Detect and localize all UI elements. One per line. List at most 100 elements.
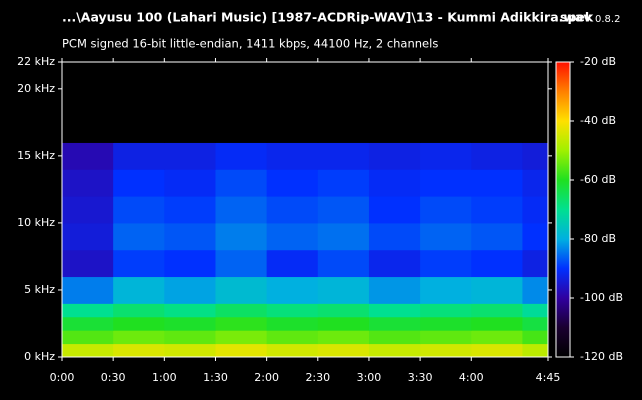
spectrogram-cell [266,249,319,278]
spectrogram-cell [164,142,216,170]
spectrogram-cell [113,343,165,358]
x-tick-label: 3:00 [357,371,382,384]
x-tick-label: 4:00 [459,371,484,384]
spectrogram-cell [113,303,165,318]
spectrogram-cell [113,276,165,304]
spectrogram-cell [471,330,523,345]
spectrogram-cell [113,142,165,170]
spectrogram-cell [164,249,216,278]
spectrogram-cell [215,142,268,170]
spectrogram-cell [471,169,523,197]
spectrogram-cell [471,142,523,170]
spectrogram-cell [420,222,472,251]
spectrogram-cell [368,316,421,331]
x-tick-label: 2:30 [305,371,330,384]
spectrogram-cell [420,276,472,304]
spectrogram-cell [62,142,114,170]
spectrogram-cell [62,222,114,251]
file-title: ...\Aayusu 100 (Lahari Music) [1987-ACDR… [62,10,592,25]
spectrogram-cell [368,276,421,304]
spectrogram-cell [471,316,523,331]
spectrogram-cell [522,196,549,224]
spectrogram-cell [62,303,114,318]
colorbar-tick-label: -20 dB [580,55,616,68]
app-name: spek [560,10,594,25]
spectrogram-cell [420,316,472,331]
spectrogram-cell [317,343,370,358]
spectrogram-cell [215,276,268,304]
spectrogram-cell [317,222,370,251]
spectrogram-cell [317,62,370,143]
spectrogram-cell [522,276,549,304]
y-tick-label: 15 kHz [17,149,55,162]
spectrogram-cell [368,142,421,170]
y-tick-label: 22 kHz [17,55,55,68]
spectrogram-cell [113,222,165,251]
spectrogram-cell [164,343,216,358]
colorbar [556,62,570,357]
spectrogram-cell [215,169,268,197]
spectrogram-cell [113,330,165,345]
spectrogram-cell [522,330,549,345]
colorbar-frame [555,61,571,358]
y-tick-label: 5 kHz [24,283,55,296]
spectrogram-cell [215,62,268,143]
spectrogram-cell [317,276,370,304]
spectrogram-cell [62,249,114,278]
x-tick-label: 3:30 [408,371,433,384]
colorbar-tick-label: -100 dB [580,291,623,304]
spectrogram-cell [266,222,319,251]
colorbar-tick-label: -80 dB [580,232,616,245]
spectrogram-cell [368,62,421,143]
spectrogram-cell [164,316,216,331]
spectrogram-cell [62,169,114,197]
spectrogram-cell [113,196,165,224]
spectrogram-cell [317,169,370,197]
spectrogram-cell [522,62,549,143]
spectrogram-cell [420,62,472,143]
spectrogram-cell [368,249,421,278]
spectrogram-cell [317,316,370,331]
spectrogram-cell [317,330,370,345]
spectrogram-cell [266,303,319,318]
spectrogram-cell [266,276,319,304]
spectrogram-cell [420,303,472,318]
spectrogram-cell [164,303,216,318]
spectrogram-cell [164,330,216,345]
spectrogram-cell [471,303,523,318]
spectrogram-cell [471,249,523,278]
spectrogram-cell [266,62,319,143]
spectrogram-cell [215,196,268,224]
spectrogram-cell [522,222,549,251]
spectrogram-cell [113,169,165,197]
spectrogram-cell [266,169,319,197]
spectrogram-cell [368,196,421,224]
x-tick-label: 0:00 [50,371,75,384]
spectrogram-cell [317,196,370,224]
spectrogram-cell [317,303,370,318]
spectrogram-cell [215,330,268,345]
spectrogram-cell [113,316,165,331]
spectrogram-cell [215,343,268,358]
spectrogram-cell [266,142,319,170]
colorbar-tick-label: -120 dB [580,350,623,363]
spectrogram-cell [113,249,165,278]
spectrogram-cell [522,142,549,170]
spectrogram-cell [317,142,370,170]
subtitle: PCM signed 16-bit little-endian, 1411 kb… [62,37,438,51]
spectrogram-cell [471,222,523,251]
spectrogram-cell [215,303,268,318]
spectrogram-cell [420,196,472,224]
plot-frame [61,61,549,358]
spectrogram-cell [420,169,472,197]
spectrogram-cell [368,169,421,197]
x-tick-label: 1:00 [152,371,177,384]
spectrogram-cell [317,249,370,278]
spectrogram-cell [266,343,319,358]
x-tick-label: 0:30 [101,371,126,384]
colorbar-tick-label: -60 dB [580,173,616,186]
spectrogram-cell [522,316,549,331]
spectrogram-cell [420,343,472,358]
spectrogram-cell [420,142,472,170]
